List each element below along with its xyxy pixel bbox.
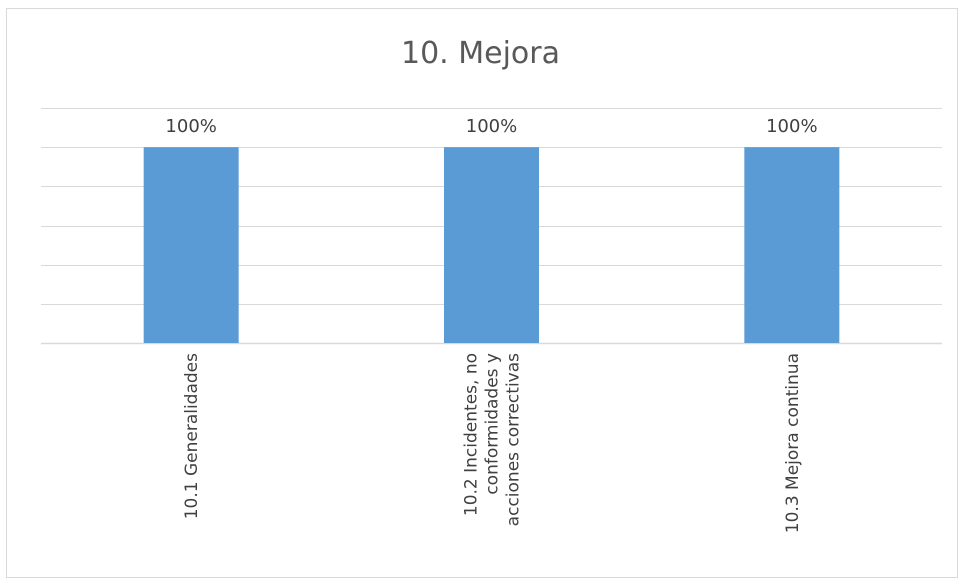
bar xyxy=(444,147,539,343)
data-label: 100% xyxy=(766,116,817,137)
data-label: 100% xyxy=(466,116,517,137)
data-label: 100% xyxy=(165,116,216,137)
category-label-line: 10.1 Generalidades xyxy=(182,353,202,519)
bar xyxy=(744,147,840,343)
chart-title: 10. Mejora xyxy=(401,36,560,71)
category-label-line: acciones correctivas xyxy=(504,353,524,526)
category-label: 10.3 Mejora continua xyxy=(783,353,803,533)
bar xyxy=(143,147,239,343)
category-label: 10.1 Generalidades xyxy=(182,353,202,519)
category-label: 10.2 Incidentes, no conformidades y accion… xyxy=(462,353,524,526)
category-label-line: 10.2 Incidentes, no xyxy=(462,353,482,516)
category-label-line: conformidades y xyxy=(483,353,503,495)
category-label-line: 10.3 Mejora continua xyxy=(783,353,803,533)
